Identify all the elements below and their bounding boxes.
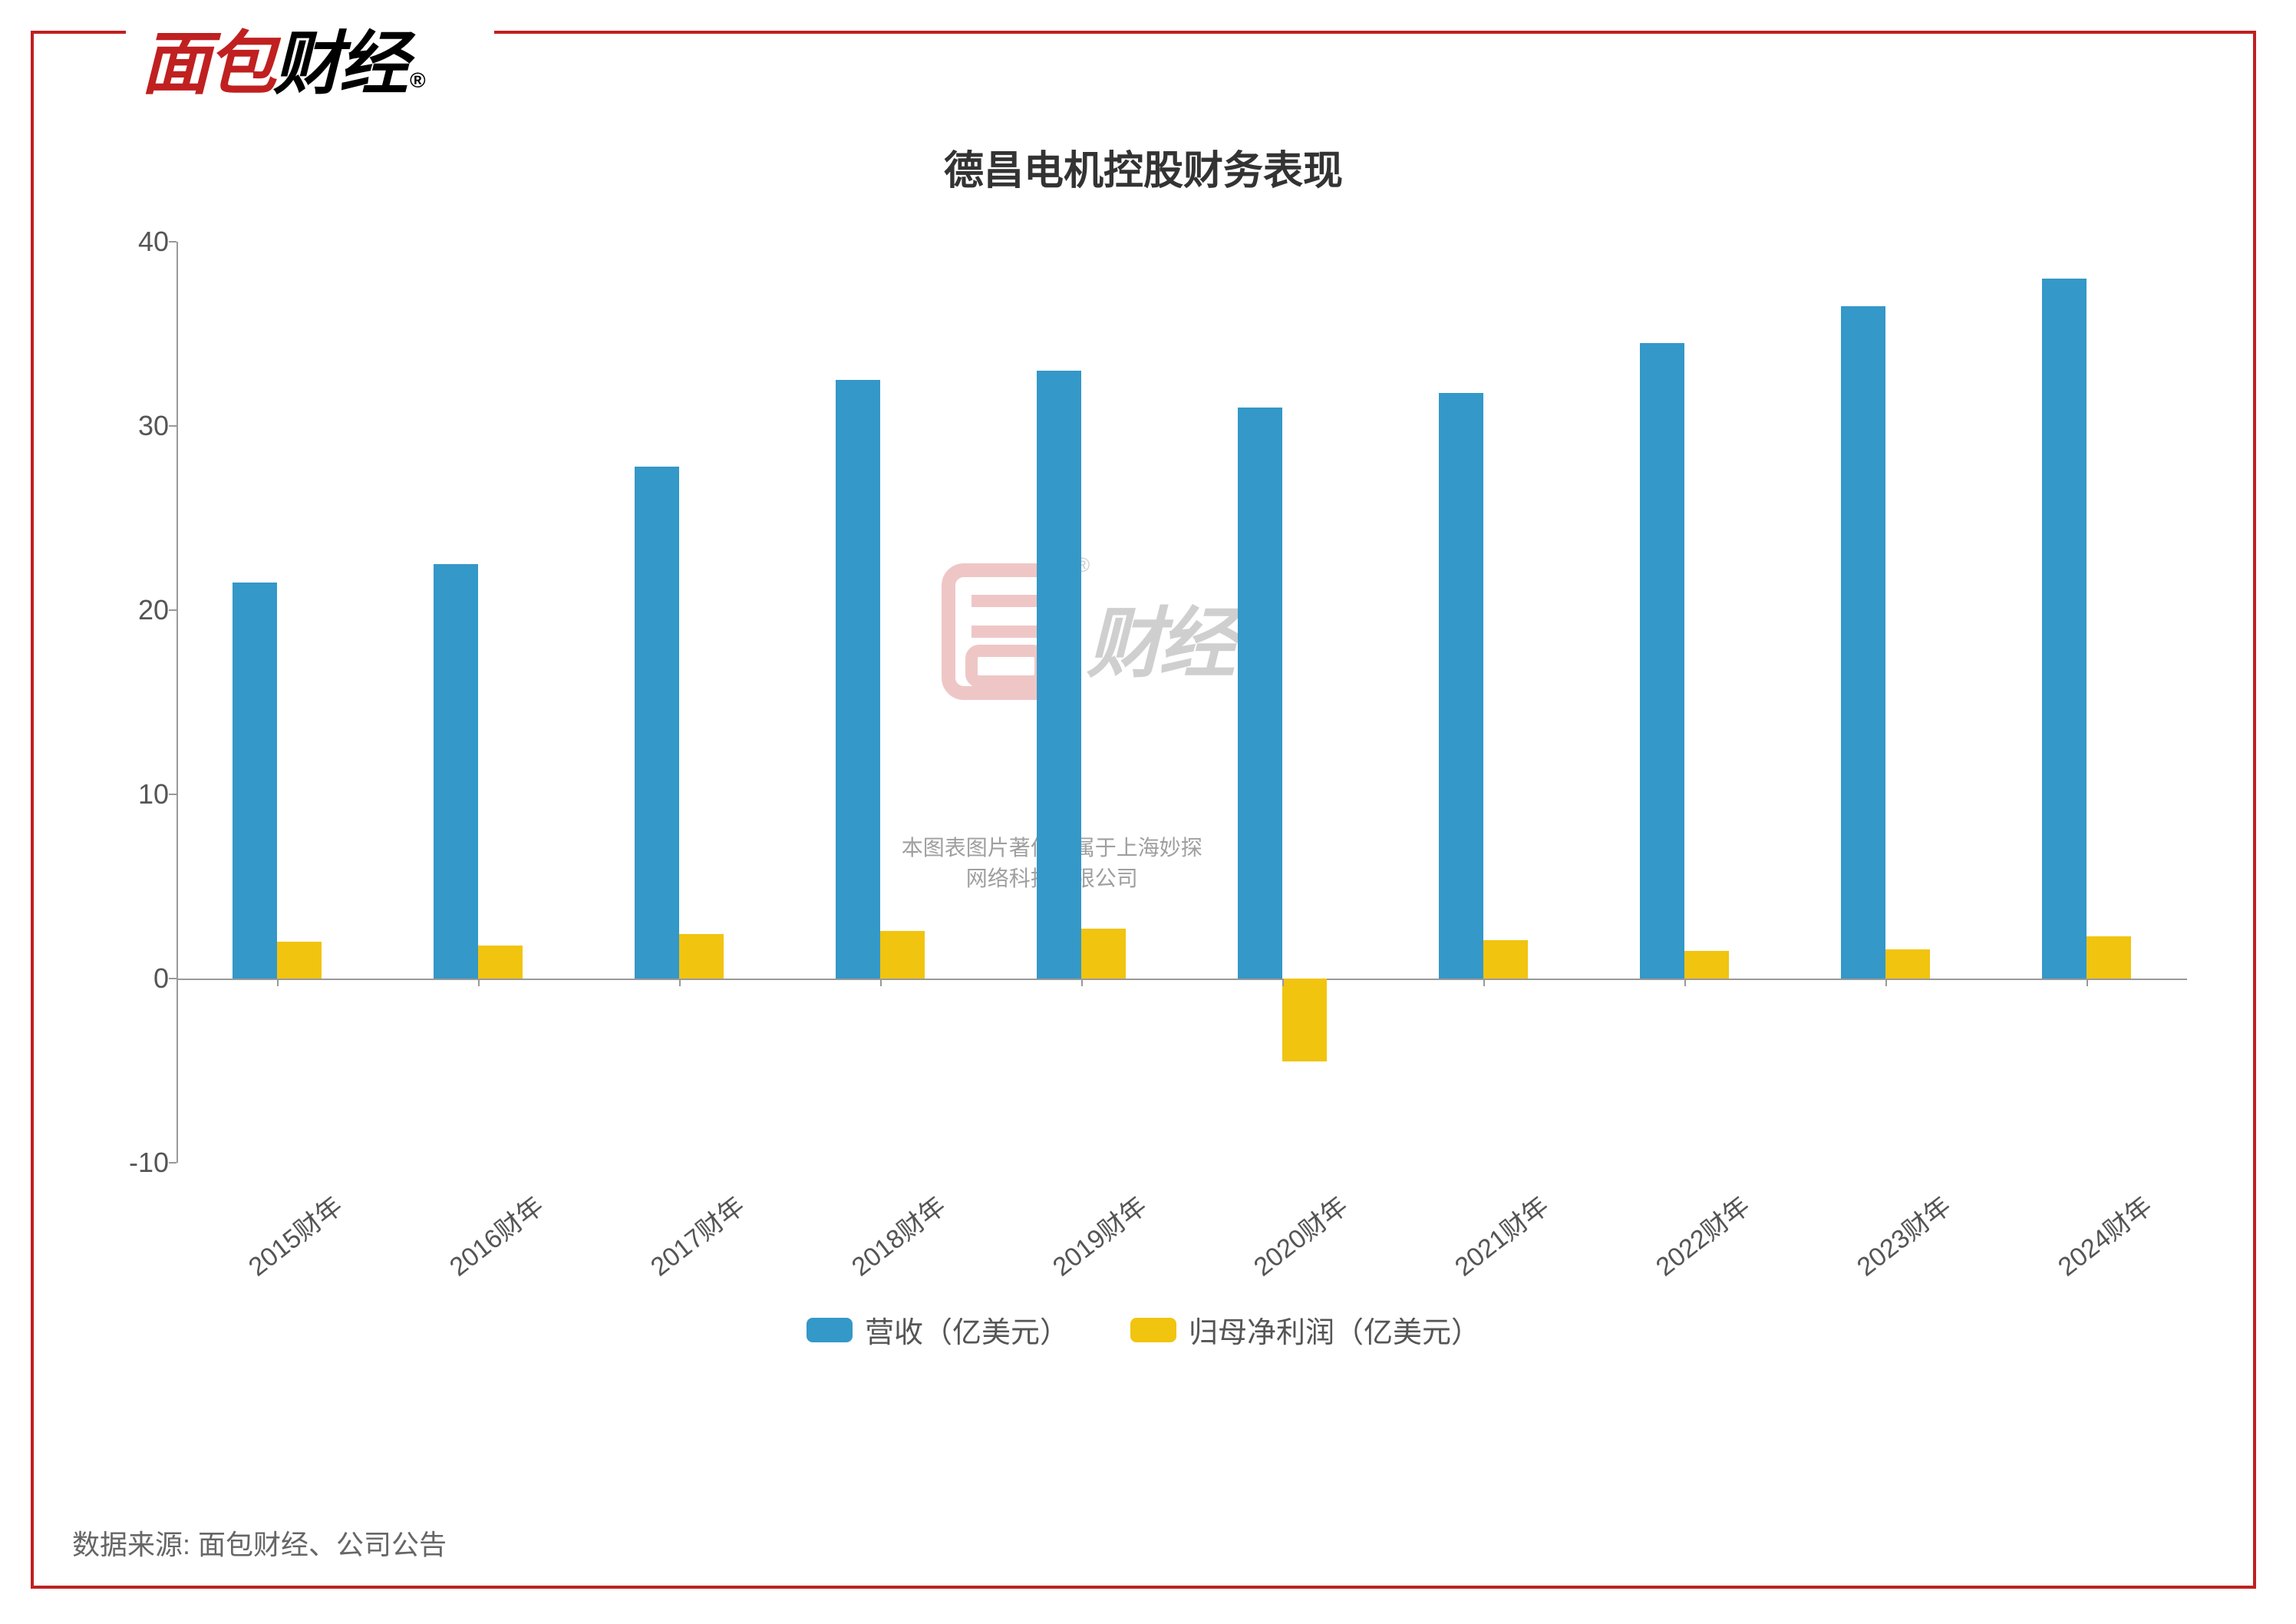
y-axis-line — [176, 242, 178, 1163]
chart-bar — [1640, 343, 1684, 979]
chart-bar — [434, 564, 478, 979]
x-tick-mark — [880, 979, 882, 986]
y-tick-mark — [169, 978, 176, 979]
x-tick-label: 2023财年 — [1847, 1186, 1957, 1283]
chart-bar — [1238, 408, 1282, 979]
y-tick-mark — [169, 425, 176, 427]
chart-bar — [635, 467, 679, 979]
y-tick-label: 10 — [115, 778, 169, 810]
source-label: 数据来源: — [72, 1529, 190, 1560]
frame-top-right — [494, 31, 2253, 34]
y-tick-mark — [169, 1162, 176, 1164]
x-tick-label: 2019财年 — [1043, 1186, 1153, 1283]
chart-bar — [1684, 951, 1729, 979]
plot-area: ® 财经 本图表图片著作权属于上海妙探 网络科技有限公司 -1001020304… — [176, 242, 2187, 1163]
logo-registered: ® — [410, 68, 426, 93]
chart-bar — [880, 931, 925, 979]
chart-bar — [1439, 393, 1483, 979]
x-tick-label: 2016财年 — [440, 1186, 549, 1283]
chart-bar — [478, 946, 523, 979]
chart-bar — [2042, 279, 2087, 979]
x-tick-label: 2020财年 — [1244, 1186, 1354, 1283]
y-tick-label: 40 — [115, 226, 169, 258]
chart-bar — [1282, 979, 1327, 1061]
x-tick-label: 2022财年 — [1646, 1186, 1756, 1283]
chart-bar — [1037, 371, 1081, 979]
chart-bar — [836, 380, 880, 979]
chart-bar — [1841, 306, 1885, 979]
x-tick-mark — [679, 979, 681, 986]
legend-item: 归母净利润（亿美元） — [1130, 1309, 1480, 1351]
chart-frame: 面包 财经 ® 德昌电机控股财务表现 ® 财经 本图表图片著作权属于上海妙探 网… — [31, 31, 2256, 1589]
y-tick-mark — [169, 241, 176, 243]
legend-label: 归母净利润（亿美元） — [1189, 1309, 1480, 1351]
x-tick-label: 2017财年 — [641, 1186, 750, 1283]
x-tick-mark — [478, 979, 480, 986]
x-tick-mark — [1282, 979, 1284, 986]
y-tick-label: -10 — [115, 1147, 169, 1179]
chart-bar — [1081, 929, 1126, 979]
chart-bar — [1483, 940, 1528, 979]
x-tick-mark — [1684, 979, 1686, 986]
x-tick-mark — [277, 979, 279, 986]
y-tick-label: 30 — [115, 410, 169, 442]
x-tick-mark — [1885, 979, 1887, 986]
y-tick-label: 20 — [115, 594, 169, 626]
x-tick-label: 2021财年 — [1445, 1186, 1555, 1283]
chart-area: ® 财经 本图表图片著作权属于上海妙探 网络科技有限公司 -1001020304… — [84, 226, 2202, 1301]
y-tick-label: 0 — [115, 962, 169, 995]
x-tick-label: 2024财年 — [2048, 1186, 2158, 1283]
y-tick-mark — [169, 609, 176, 611]
chart-bar — [1885, 949, 1930, 979]
x-tick-label: 2018财年 — [842, 1186, 952, 1283]
brand-logo: 面包 财经 ® — [141, 8, 426, 107]
legend-label: 营收（亿美元） — [865, 1309, 1069, 1351]
logo-red-text: 面包 — [141, 8, 273, 107]
x-tick-mark — [1483, 979, 1485, 986]
svg-text:财经: 财经 — [1087, 601, 1244, 687]
x-tick-mark — [2087, 979, 2088, 986]
chart-legend: 营收（亿美元） 归母净利润（亿美元） — [64, 1309, 2222, 1351]
chart-bar — [2087, 936, 2131, 979]
chart-bar — [277, 942, 322, 979]
legend-item: 营收（亿美元） — [807, 1309, 1069, 1351]
chart-bar — [233, 583, 277, 979]
chart-bar — [679, 934, 724, 979]
legend-swatch — [1130, 1318, 1176, 1342]
x-tick-mark — [1081, 979, 1083, 986]
source-text: 面包财经、公司公告 — [198, 1529, 447, 1560]
x-tick-label: 2015财年 — [239, 1186, 348, 1283]
logo-black-text: 财经 — [273, 8, 405, 107]
frame-top-left — [34, 31, 126, 34]
legend-swatch — [807, 1318, 853, 1342]
y-tick-mark — [169, 794, 176, 795]
data-source: 数据来源: 面包财经、公司公告 — [72, 1523, 447, 1563]
chart-title: 德昌电机控股财务表现 — [64, 138, 2222, 196]
